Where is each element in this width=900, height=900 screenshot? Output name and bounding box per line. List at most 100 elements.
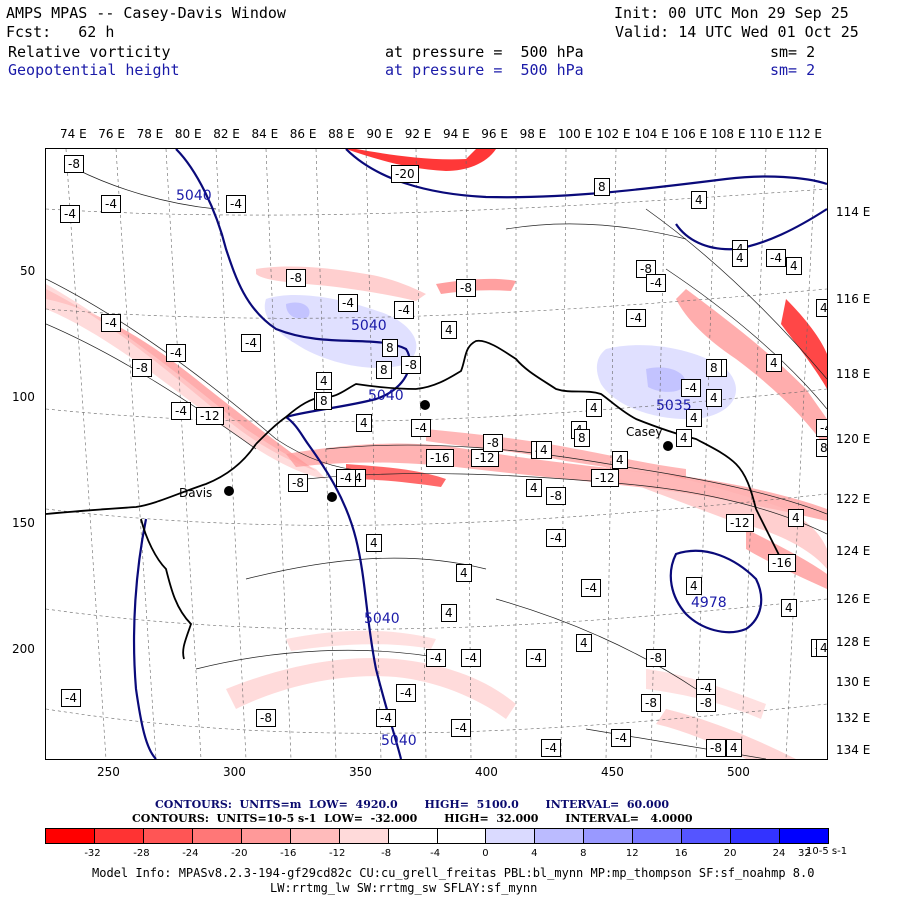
colorbar-tick-label: -8 — [381, 848, 392, 859]
top-longitude-label: 74 E — [60, 127, 87, 141]
smoothing-1: sm= 2 — [770, 43, 816, 61]
vorticity-label: 4 — [456, 564, 472, 582]
vorticity-label: 4 — [691, 191, 707, 209]
colorbar-tick-label: 8 — [580, 848, 587, 859]
vorticity-label: 8 — [816, 439, 827, 457]
colorbar-tick-label: 0 — [482, 848, 489, 859]
vorticity-label: -4 — [411, 419, 431, 437]
top-longitude-label: 92 E — [404, 127, 432, 141]
vorticity-label: 4 — [706, 389, 722, 407]
y-tick-label: 100 — [12, 390, 35, 404]
colorbar-segment — [681, 828, 732, 844]
vorticity-label: 4 — [732, 249, 748, 267]
casey-label: Casey — [626, 425, 663, 439]
vorticity-label: 4 — [746, 759, 762, 760]
colorbar-segment — [436, 828, 487, 844]
top-longitude-label: 84 E — [251, 127, 279, 141]
colorbar-units: 10-5 s-1 — [806, 846, 848, 857]
vorticity-label: -4 — [526, 649, 546, 667]
y-tick-label: 150 — [12, 516, 35, 530]
vorticity-label: -8 — [706, 739, 726, 757]
top-longitude-label: 104 E — [634, 127, 669, 141]
vorticity-label: 4 — [612, 451, 628, 469]
right-longitude-label: 114 E — [836, 205, 871, 219]
vorticity-label: -4 — [226, 195, 246, 213]
colorbar-tick-label: -28 — [133, 848, 150, 859]
colorbar-segment — [730, 828, 781, 844]
vorticity-label: 8 — [382, 339, 398, 357]
height-label: 5040 — [176, 188, 212, 204]
vorticity-label: -8 — [483, 434, 503, 452]
top-longitude-label: 78 E — [136, 127, 164, 141]
vorticity-label: -4 — [171, 402, 191, 420]
plot-title: AMPS MPAS -- Casey-Davis Window — [6, 4, 286, 22]
vorticity-label: -4 — [766, 249, 786, 267]
colorbar-segment — [387, 828, 438, 844]
colorbar-tick-label: 20 — [723, 848, 737, 859]
vorticity-label: -8 — [256, 709, 276, 727]
vorticity-label: -8 — [641, 694, 661, 712]
vorticity-label: 4 — [686, 409, 702, 427]
height-label: 5040 — [364, 611, 400, 627]
vorticity-label: -12 — [196, 407, 224, 425]
x-tick-label: 350 — [349, 765, 372, 779]
height-label: 5040 — [351, 318, 387, 334]
right-longitude-label: 126 E — [836, 592, 871, 606]
field-height-label: Geopotential height — [8, 61, 180, 79]
x-tick-label: 400 — [475, 765, 498, 779]
vorticity-label: -12 — [726, 514, 754, 532]
vorticity-label: 4 — [356, 414, 372, 432]
vorticity-label: -8 — [132, 359, 152, 377]
positive-vorticity-shading — [264, 294, 736, 420]
top-longitude-label: 102 E — [596, 127, 631, 141]
vorticity-label: 8 — [574, 429, 590, 447]
model-info: Model Info: MPASv8.2.3-194-gf29cd82c CU:… — [92, 866, 815, 880]
vorticity-label: -16 — [426, 449, 454, 467]
vorticity-label: 4 — [441, 321, 457, 339]
vorticity-label: -8 — [286, 269, 306, 287]
colorbar-segment — [779, 828, 829, 844]
vorticity-label: -4 — [61, 689, 81, 707]
vorticity-label: -8 — [456, 279, 476, 297]
vorticity-label: 8 — [594, 178, 610, 196]
vorticity-label: 4 — [816, 639, 827, 657]
colorbar-segment — [93, 828, 144, 844]
right-longitude-label: 120 E — [836, 432, 871, 446]
height-label: 5040 — [381, 733, 417, 749]
y-tick-label: 200 — [12, 642, 35, 656]
vorticity-label: 8 — [376, 361, 392, 379]
colorbar-segment — [338, 828, 389, 844]
vorticity-label: -4 — [396, 684, 416, 702]
right-longitude-label: 134 E — [836, 743, 871, 757]
height-label: 5040 — [368, 388, 404, 404]
top-longitude-label: 98 E — [519, 127, 547, 141]
colorbar-segment — [632, 828, 683, 844]
top-longitude-label: 96 E — [481, 127, 508, 141]
vorticity-label: -8 — [64, 155, 84, 173]
vorticity-label: 8 — [706, 359, 722, 377]
vorticity-label: -4 — [426, 649, 446, 667]
colorbar-segment — [142, 828, 193, 844]
colorbar-tick-label: 4 — [531, 848, 538, 859]
vorticity-label: -8 — [546, 487, 566, 505]
field-vorticity-label: Relative vorticity — [8, 43, 171, 61]
top-longitude-label: 106 E — [672, 127, 708, 141]
vorticity-label: -8 — [401, 356, 421, 374]
right-longitude-label: 128 E — [836, 635, 871, 649]
vorticity-label: 4 — [526, 479, 542, 497]
vorticity-label: 4 — [726, 739, 742, 757]
vorticity-label: 4 — [586, 399, 602, 417]
right-longitude-label: 118 E — [836, 367, 871, 381]
vorticity-label: -12 — [471, 449, 499, 467]
x-tick-label: 250 — [97, 765, 120, 779]
vorticity-label: 4 — [506, 759, 522, 760]
colorbar-segment — [534, 828, 585, 844]
vorticity-label: 4 — [606, 759, 622, 760]
colorbar-tick-label: -24 — [182, 848, 199, 859]
vorticity-label: -8 — [636, 260, 656, 278]
vorticity-label: 4 — [781, 599, 797, 617]
colorbar-segment — [583, 828, 634, 844]
vorticity-label: 4 — [576, 634, 592, 652]
top-longitude-label: 100 E — [557, 127, 593, 141]
x-tick-label: 500 — [727, 765, 750, 779]
